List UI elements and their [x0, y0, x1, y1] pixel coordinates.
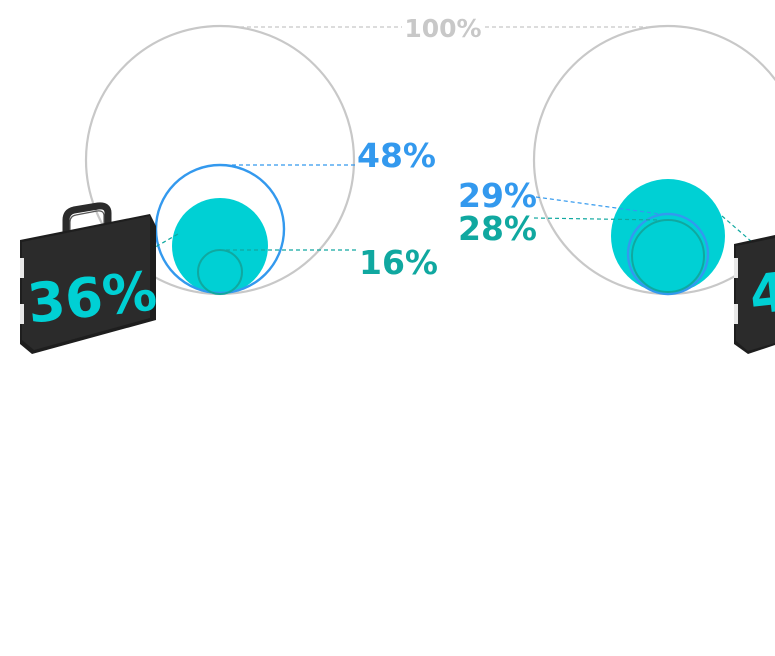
right-outer-circle: [626, 212, 710, 296]
left-briefcase-icon: 36%: [20, 202, 160, 354]
left-inner-circle: [197, 249, 243, 295]
right-fill-circle: [611, 179, 725, 293]
left-group: 48% 16% 36%: [20, 24, 438, 354]
right-inner-circle: [631, 219, 705, 293]
left-inner-label: 16%: [359, 243, 438, 282]
right-group: 29% 28% 4: [458, 24, 775, 354]
left-fill-circle: [172, 198, 268, 294]
left-outer-label: 48%: [357, 136, 436, 175]
left-case-label: 36%: [25, 259, 160, 335]
reference-label-backdrop: [402, 12, 484, 42]
right-inner-leader: [533, 217, 661, 221]
reference-label: 100%: [404, 14, 481, 43]
right-inner-label: 28%: [458, 209, 537, 248]
right-case-label: 4: [747, 260, 775, 327]
right-briefcase-icon: 4: [734, 235, 775, 354]
right-outer-label: 29%: [458, 176, 537, 215]
